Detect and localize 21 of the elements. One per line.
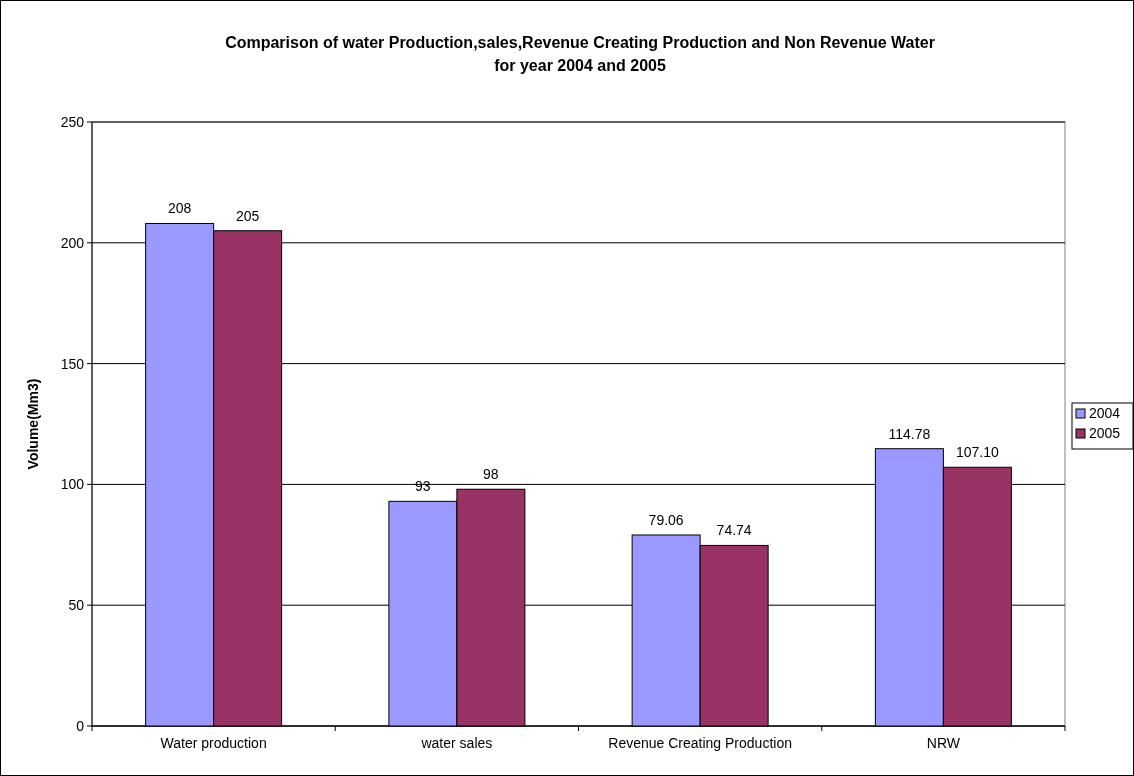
x-tick-label: Revenue Creating Production — [608, 735, 792, 751]
data-label: 79.06 — [648, 511, 684, 528]
y-tick-label: 50 — [68, 597, 85, 614]
data-label: 74.74 — [716, 522, 752, 539]
x-tick-label: Water production — [160, 735, 267, 751]
chart-title: Comparison of water Production,sales,Revenue Creating Production and Non Revenue Water for year 2004 and 2005 — [225, 34, 935, 74]
legend-label: 2005 — [1089, 425, 1121, 441]
data-label: 98 — [483, 466, 499, 483]
data-label: 107.10 — [955, 444, 999, 461]
y-tick-label: 200 — [60, 234, 85, 251]
data-label: 114.78 — [888, 425, 931, 442]
y-axis-title: Volume(Mm3) — [25, 378, 41, 470]
y-tick-label: 0 — [76, 717, 85, 734]
legend-label: 2004 — [1089, 405, 1121, 421]
y-tick-label: 100 — [60, 476, 85, 493]
data-label: 205 — [235, 207, 260, 224]
x-tick-label: NRW — [926, 735, 961, 751]
data-label: 208 — [167, 200, 192, 217]
y-tick-label: 250 — [60, 113, 85, 130]
x-tick-label: water sales — [420, 735, 493, 751]
y-tick-label: 150 — [60, 355, 85, 372]
